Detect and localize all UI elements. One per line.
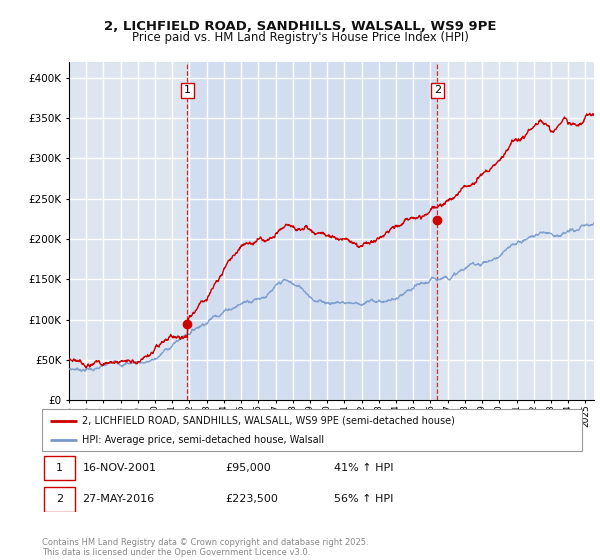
Text: Contains HM Land Registry data © Crown copyright and database right 2025.
This d: Contains HM Land Registry data © Crown c… xyxy=(42,538,368,557)
Text: 56% ↑ HPI: 56% ↑ HPI xyxy=(334,494,393,505)
Text: 27-MAY-2016: 27-MAY-2016 xyxy=(83,494,155,505)
Text: 1: 1 xyxy=(184,85,191,95)
Text: 2: 2 xyxy=(434,85,441,95)
Text: £95,000: £95,000 xyxy=(226,463,271,473)
Text: 16-NOV-2001: 16-NOV-2001 xyxy=(83,463,157,473)
Text: £223,500: £223,500 xyxy=(226,494,278,505)
Text: HPI: Average price, semi-detached house, Walsall: HPI: Average price, semi-detached house,… xyxy=(83,435,325,445)
Text: 1: 1 xyxy=(56,463,63,473)
Text: 41% ↑ HPI: 41% ↑ HPI xyxy=(334,463,393,473)
FancyBboxPatch shape xyxy=(44,487,75,511)
FancyBboxPatch shape xyxy=(42,409,582,451)
Text: 2: 2 xyxy=(56,494,63,505)
Text: 2, LICHFIELD ROAD, SANDHILLS, WALSALL, WS9 9PE: 2, LICHFIELD ROAD, SANDHILLS, WALSALL, W… xyxy=(104,20,496,32)
Bar xyxy=(187,62,437,400)
Text: 2, LICHFIELD ROAD, SANDHILLS, WALSALL, WS9 9PE (semi-detached house): 2, LICHFIELD ROAD, SANDHILLS, WALSALL, W… xyxy=(83,416,455,426)
Text: Price paid vs. HM Land Registry's House Price Index (HPI): Price paid vs. HM Land Registry's House … xyxy=(131,31,469,44)
FancyBboxPatch shape xyxy=(44,456,75,480)
